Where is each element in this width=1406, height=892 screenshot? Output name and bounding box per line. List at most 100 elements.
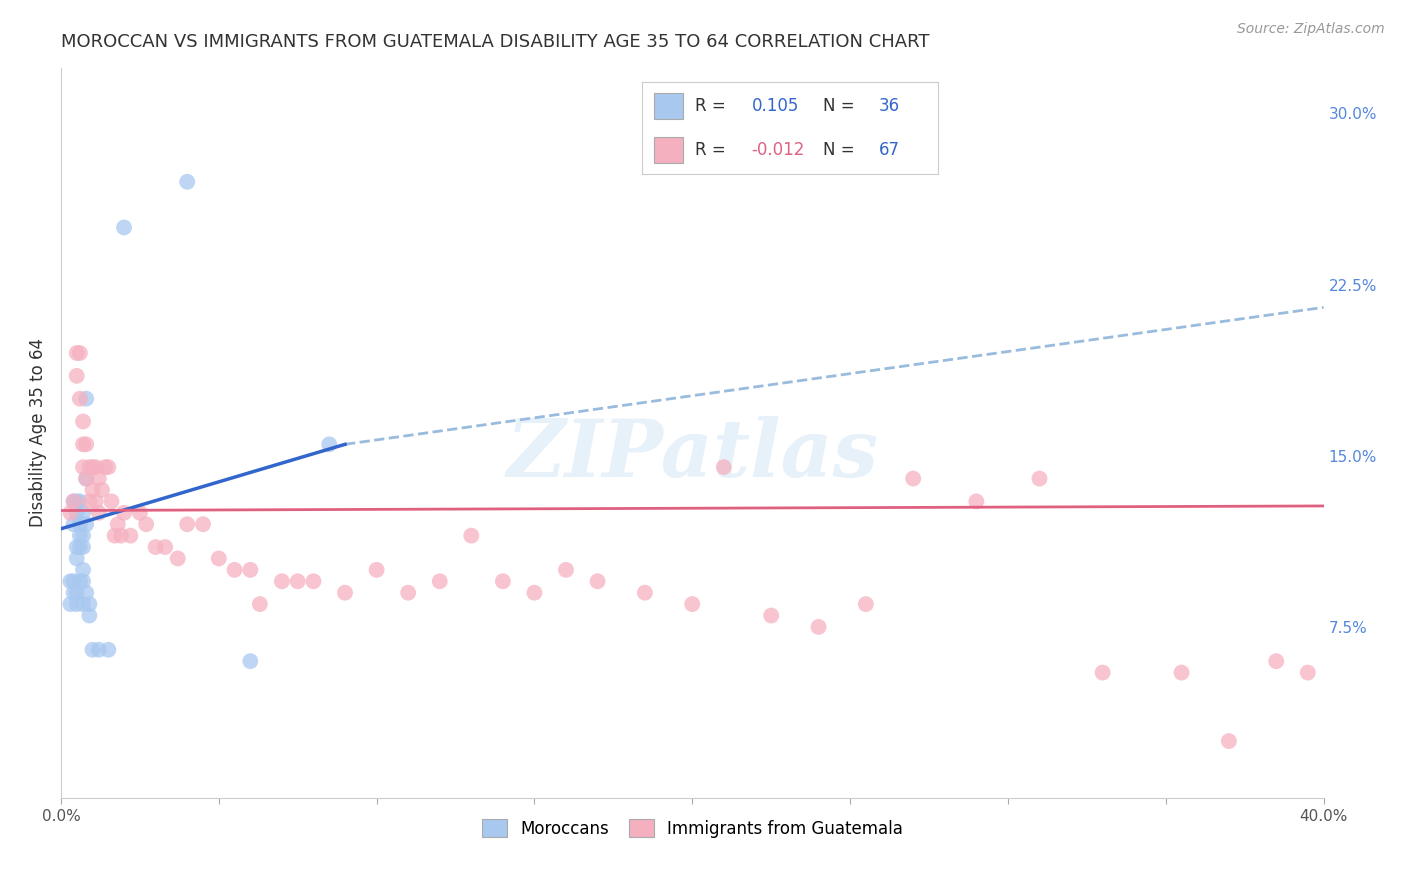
Point xyxy=(1218,734,1240,748)
Point xyxy=(176,175,198,189)
Point xyxy=(807,620,830,634)
Point xyxy=(104,528,127,542)
Point xyxy=(75,392,97,406)
Point xyxy=(62,574,84,589)
Y-axis label: Disability Age 35 to 64: Disability Age 35 to 64 xyxy=(30,338,46,527)
Point xyxy=(69,574,91,589)
Point xyxy=(1028,472,1050,486)
Point xyxy=(110,528,132,542)
Point xyxy=(191,517,214,532)
Point xyxy=(69,494,91,508)
Point xyxy=(120,528,142,542)
Point xyxy=(1265,654,1288,668)
Point xyxy=(249,597,271,611)
Point xyxy=(72,506,94,520)
Point xyxy=(72,597,94,611)
Point xyxy=(69,346,91,360)
Point xyxy=(112,220,135,235)
Text: ZIPatlas: ZIPatlas xyxy=(506,416,879,493)
Point xyxy=(66,494,89,508)
Point xyxy=(79,608,101,623)
Point xyxy=(586,574,609,589)
Point xyxy=(1329,472,1351,486)
Point xyxy=(634,585,657,599)
Point xyxy=(66,368,89,383)
Point xyxy=(59,597,82,611)
Point xyxy=(855,597,877,611)
Point xyxy=(166,551,188,566)
Point xyxy=(555,563,578,577)
Point xyxy=(224,563,246,577)
Point xyxy=(59,506,82,520)
Point xyxy=(176,517,198,532)
Point xyxy=(72,415,94,429)
Point xyxy=(492,574,515,589)
Legend: Moroccans, Immigrants from Guatemala: Moroccans, Immigrants from Guatemala xyxy=(475,813,910,845)
Point xyxy=(62,585,84,599)
Point xyxy=(79,494,101,508)
Point xyxy=(333,585,356,599)
Point xyxy=(1091,665,1114,680)
Point xyxy=(112,506,135,520)
Point xyxy=(75,585,97,599)
Point xyxy=(66,346,89,360)
Point xyxy=(239,654,262,668)
Point xyxy=(72,540,94,554)
Point xyxy=(1360,654,1382,668)
Point xyxy=(460,528,482,542)
Point xyxy=(97,642,120,657)
Point xyxy=(429,574,451,589)
Point xyxy=(69,392,91,406)
Point xyxy=(100,494,122,508)
Point xyxy=(759,608,782,623)
Point xyxy=(145,540,167,554)
Point xyxy=(318,437,340,451)
Point xyxy=(94,460,117,475)
Point xyxy=(82,483,104,497)
Point xyxy=(366,563,388,577)
Point xyxy=(75,472,97,486)
Point xyxy=(135,517,157,532)
Point xyxy=(208,551,231,566)
Point xyxy=(79,597,101,611)
Point xyxy=(128,506,150,520)
Point xyxy=(62,517,84,532)
Point xyxy=(84,460,107,475)
Point xyxy=(75,517,97,532)
Point xyxy=(97,460,120,475)
Text: Source: ZipAtlas.com: Source: ZipAtlas.com xyxy=(1237,22,1385,37)
Point xyxy=(523,585,546,599)
Point xyxy=(1170,665,1192,680)
Point xyxy=(82,642,104,657)
Point xyxy=(66,551,89,566)
Point xyxy=(1296,665,1319,680)
Text: MOROCCAN VS IMMIGRANTS FROM GUATEMALA DISABILITY AGE 35 TO 64 CORRELATION CHART: MOROCCAN VS IMMIGRANTS FROM GUATEMALA DI… xyxy=(60,33,929,51)
Point xyxy=(84,494,107,508)
Point xyxy=(66,540,89,554)
Point xyxy=(62,494,84,508)
Point xyxy=(75,437,97,451)
Point xyxy=(396,585,419,599)
Point xyxy=(239,563,262,577)
Point xyxy=(107,517,129,532)
Point xyxy=(302,574,325,589)
Point xyxy=(66,597,89,611)
Point xyxy=(79,460,101,475)
Point xyxy=(91,483,114,497)
Point xyxy=(87,472,110,486)
Point xyxy=(903,472,925,486)
Point xyxy=(681,597,703,611)
Point xyxy=(72,563,94,577)
Point xyxy=(965,494,987,508)
Point xyxy=(59,574,82,589)
Point xyxy=(62,494,84,508)
Point xyxy=(713,460,735,475)
Point xyxy=(75,472,97,486)
Point xyxy=(153,540,176,554)
Point xyxy=(82,460,104,475)
Point xyxy=(72,460,94,475)
Point xyxy=(72,437,94,451)
Point xyxy=(87,506,110,520)
Point xyxy=(287,574,309,589)
Point xyxy=(72,528,94,542)
